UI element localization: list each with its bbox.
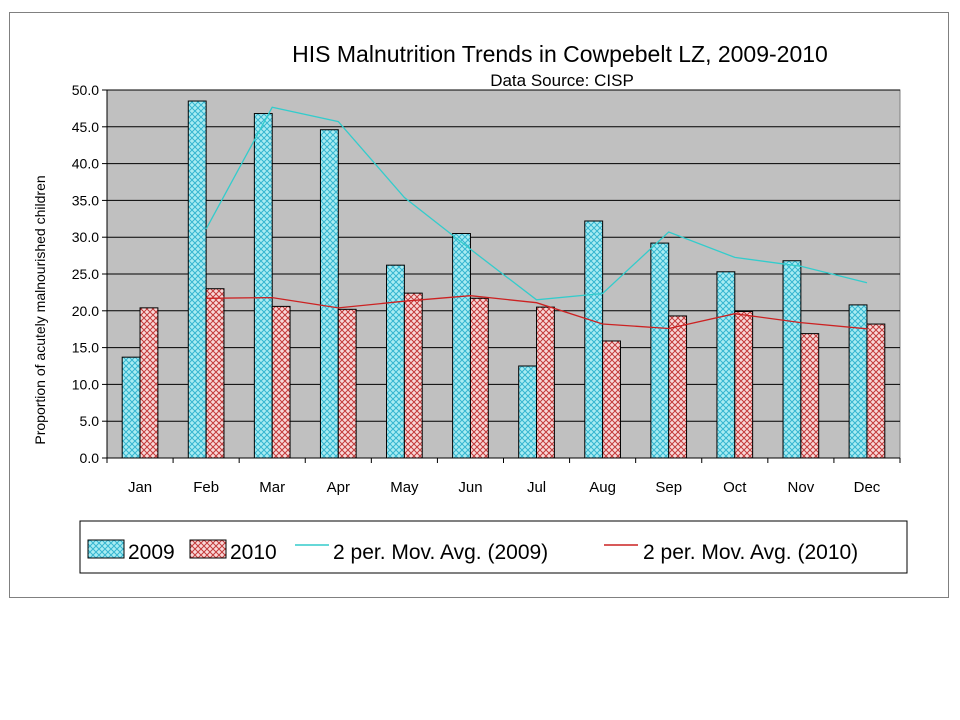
bar-2010 [469,297,489,459]
bar-2010 [668,315,688,459]
y-tick-label: 50.0 [72,82,99,98]
legend-label: 2 per. Mov. Avg. (2009) [333,541,548,564]
x-tick-label: Aug [589,479,616,496]
bar-2009 [584,220,604,459]
x-tick-label: Sep [655,479,682,496]
y-tick-label: 10.0 [72,376,99,392]
trendline-1 [206,295,868,330]
x-tick-label: May [390,479,419,496]
legend-label: 2 per. Mov. Avg. (2010) [643,541,858,564]
x-tick-label: Oct [723,479,747,496]
bar-2010 [866,323,886,459]
x-tick-label: Dec [854,479,881,496]
bar-2010 [800,333,820,459]
y-tick-label: 45.0 [72,119,99,135]
bar-2010 [139,307,159,459]
y-tick-label: 25.0 [72,266,99,282]
bar-2010 [602,340,621,459]
chart-title: HIS Malnutrition Trends in Cowpebelt LZ,… [292,41,828,67]
x-tick-label: Mar [259,479,285,496]
bar-2009 [121,356,141,459]
bar-2010 [536,306,555,459]
x-tick-label: Apr [327,479,350,496]
bar-2009 [716,271,736,459]
x-tick-label: Nov [788,479,815,496]
y-tick-label: 30.0 [72,229,99,245]
y-axis-label: Proportion of acutely malnourished child… [32,175,48,444]
bar-2009 [386,264,405,459]
chart-subtitle: Data Source: CISP [490,71,634,90]
x-tick-label: Jul [527,479,546,496]
trendline-0 [205,106,868,301]
bar-2009 [319,129,339,459]
bar-2010 [271,305,291,459]
bar-2010 [337,308,357,459]
legend-label: 2010 [230,541,277,564]
plot-area: 0.0 5.0 10.0 15.0 20.0 25.0 30.0 35.0 40.0 45.0 50… [72,82,901,496]
bar-2009 [518,365,538,459]
legend-label: 2009 [128,541,175,564]
y-tick-label: 35.0 [72,192,99,208]
bar-2009 [650,242,670,459]
bar-2010 [734,311,754,459]
y-tick-label: 40.0 [72,156,99,172]
bar-2009 [253,113,273,459]
bar-2010 [205,288,225,459]
y-tick-label: 15.0 [72,340,99,356]
y-tick-label: 0.0 [80,450,100,466]
bar-2009 [452,233,471,459]
bar-2009 [187,100,207,459]
x-tick-label: Feb [193,479,219,496]
x-tick-label: Jun [458,479,482,496]
bar-2009 [782,260,802,459]
legend-swatch-0 [87,539,125,559]
legend: 2009 2010 2 per. Mov. Avg. (2009) 2 per. Mo… [79,520,908,574]
y-tick-label: 5.0 [80,413,100,429]
x-tick-label: Jan [128,479,152,496]
y-tick-label: 20.0 [72,303,99,319]
bar-2010 [403,292,423,459]
legend-swatch-1 [189,539,227,559]
